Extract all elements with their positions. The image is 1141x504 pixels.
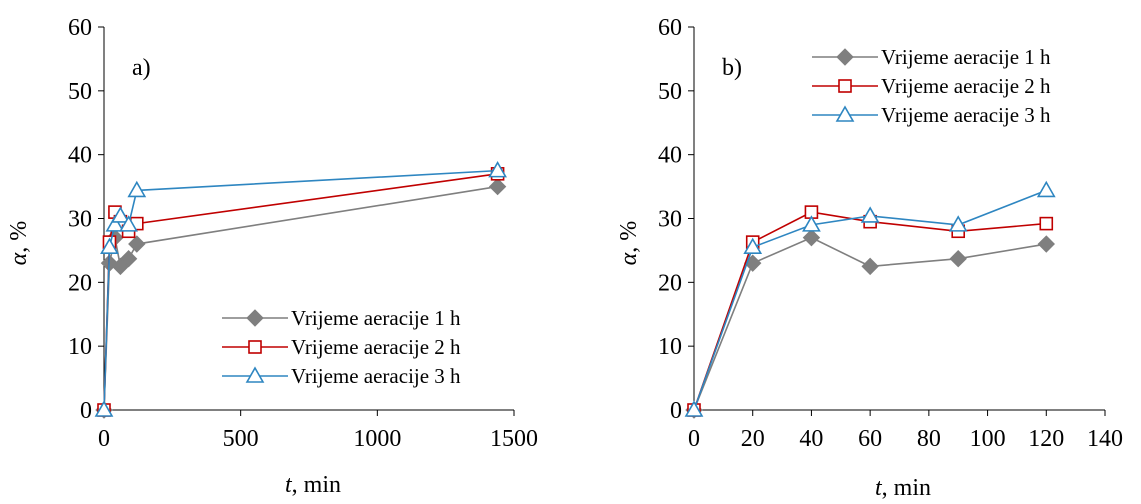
data-point xyxy=(488,161,507,178)
x-tick-label: 60 xyxy=(858,426,882,452)
x-axis-label-symbol: t xyxy=(875,475,883,501)
y-tick-label: 40 xyxy=(68,143,92,169)
panel-label: a) xyxy=(132,55,151,81)
x-tick-label: 120 xyxy=(1028,426,1064,452)
x-tick-label: 500 xyxy=(223,426,259,452)
legend-entry-label: Vrijeme aeracije 2 h xyxy=(881,74,1051,98)
y-axis-label: α, % xyxy=(6,221,32,266)
x-tick-label: 100 xyxy=(970,426,1006,452)
x-axis-label: t, min xyxy=(875,475,931,501)
data-point xyxy=(802,228,821,247)
chart-panel-1: 0 10 20 30 40 50 60 0 500 1000 1500 α, % t, min a) Vri… xyxy=(6,15,538,498)
legend-swatch-marker xyxy=(836,48,854,66)
y-axis-label-symbol: α xyxy=(616,252,642,265)
data-point xyxy=(802,215,821,232)
data-point xyxy=(100,237,119,255)
x-tick-label: 140 xyxy=(1087,426,1123,452)
data-point xyxy=(948,215,968,232)
legend-swatch-marker xyxy=(835,105,855,122)
y-tick-label: 0 xyxy=(80,398,92,424)
data-point xyxy=(127,180,147,198)
legend-swatch-marker xyxy=(248,340,262,354)
data-point xyxy=(860,206,880,223)
y-tick-label: 10 xyxy=(658,334,682,360)
legend-swatch-marker xyxy=(838,79,852,93)
y-tick-label: 60 xyxy=(68,15,92,41)
chart-panel-2: 0 10 20 30 40 50 60 0 20 40 60 80 100 120 140 α, % t, mi… xyxy=(616,15,1123,501)
data-point xyxy=(743,237,763,255)
data-point xyxy=(128,235,146,253)
data-point xyxy=(1039,216,1054,231)
legend: Vrijeme aeracije 1 h Vrijeme aeracije 2 h… xyxy=(222,306,461,388)
y-tick-label: 30 xyxy=(68,207,92,233)
x-tick-label: 20 xyxy=(741,426,765,452)
legend-swatch-marker xyxy=(245,366,265,383)
series-line xyxy=(693,211,1047,411)
y-axis-label: α, % xyxy=(616,221,642,266)
data-point xyxy=(684,400,704,417)
data-point xyxy=(111,206,130,223)
y-tick-label: 60 xyxy=(658,15,682,41)
legend-entry-label: Vrijeme aeracije 3 h xyxy=(291,364,461,388)
data-point xyxy=(861,257,879,276)
y-tick-label: 40 xyxy=(658,143,682,169)
y-tick-label: 20 xyxy=(658,270,682,296)
data-point xyxy=(119,215,138,232)
x-axis-label-unit: , min xyxy=(292,472,341,498)
x-axis-label: t, min xyxy=(285,472,341,498)
x-tick-label: 1500 xyxy=(490,426,538,452)
series-1 xyxy=(685,228,1055,419)
data-point xyxy=(1036,180,1056,198)
x-axis-label-unit: , min xyxy=(882,475,931,501)
y-tick-label: 50 xyxy=(658,79,682,105)
y-tick-label: 20 xyxy=(68,270,92,296)
panel-label: b) xyxy=(722,55,742,81)
x-tick-label: 80 xyxy=(917,426,941,452)
legend-swatch-marker xyxy=(246,309,264,327)
data-point xyxy=(949,250,967,268)
series-2 xyxy=(687,205,1054,417)
legend: Vrijeme aeracije 1 h Vrijeme aeracije 2 h… xyxy=(812,45,1051,127)
data-point xyxy=(105,215,125,232)
x-tick-label: 40 xyxy=(799,426,823,452)
legend-entry-label: Vrijeme aeracije 3 h xyxy=(881,103,1051,127)
x-tick-label: 1000 xyxy=(353,426,401,452)
data-point xyxy=(119,250,138,268)
x-tick-label: 0 xyxy=(688,426,700,452)
y-tick-label: 50 xyxy=(68,79,92,105)
y-axis-label-unit: , % xyxy=(6,221,32,253)
series-line xyxy=(693,236,1047,411)
series-3 xyxy=(684,180,1056,417)
y-tick-label: 30 xyxy=(658,207,682,233)
series-3 xyxy=(94,161,507,417)
data-point xyxy=(1037,235,1055,253)
y-axis-label-symbol: α xyxy=(6,252,32,265)
x-tick-label: 0 xyxy=(98,426,110,452)
legend-entry-label: Vrijeme aeracije 1 h xyxy=(291,306,461,330)
data-point xyxy=(94,400,114,417)
data-point xyxy=(488,177,507,196)
y-tick-label: 0 xyxy=(670,398,682,424)
y-axis-label-unit: , % xyxy=(616,221,642,253)
legend-entry-label: Vrijeme aeracije 1 h xyxy=(881,45,1051,69)
x-axis-label-symbol: t xyxy=(285,472,293,498)
y-tick-label: 10 xyxy=(68,334,92,360)
series-line xyxy=(693,189,1047,411)
legend-entry-label: Vrijeme aeracije 2 h xyxy=(291,335,461,359)
